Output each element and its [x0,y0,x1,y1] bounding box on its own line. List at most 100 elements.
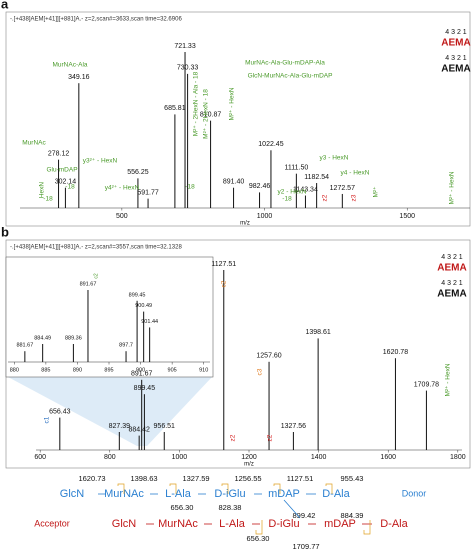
peak-label: 302.14 [55,179,77,186]
annotation: MurNAc-Ala-Glu-mDAP-Ala [245,60,325,67]
residue-legend: 4 3 2 1 AEMA 4 3 2 1 AEMA 4 3 2 1 AEMA 4… [437,29,470,300]
annotation: -18 [65,184,75,191]
residue: MurNAc [158,518,198,530]
mass-label: 656.30 [247,534,270,543]
peak-label: 1272.57 [330,185,355,192]
x-tick-label: 1000 [172,454,188,461]
peak-label: 349.16 [68,74,90,81]
x-tick-label: 910 [199,367,208,373]
peak-label: 1398.61 [305,329,330,336]
mass-label: 1620.73 [78,474,105,483]
residue: mDAP [268,488,300,500]
peak-label: 901.44 [141,319,158,325]
peak-label: 1709.78 [414,381,439,388]
mass-label: 1709.77 [292,542,319,551]
annotation: M²⁺ - HexN [229,87,236,120]
x-tick-label: 890 [73,367,82,373]
x-tick-label: 900 [136,367,145,373]
x-tick-label: 1600 [380,454,396,461]
peak-label: 810.87 [200,111,222,118]
peak-label: 891.67 [80,281,97,287]
spectrum-header: -.[+438]AEM[+41]][+881]A.- z=2,scan#=363… [10,17,182,23]
cleavage-bracket [255,520,263,535]
crosslink [283,499,301,519]
mass-label: 899.42 [293,511,316,520]
zoom-wedge [8,377,212,446]
mass-label: 1398.63 [130,474,157,483]
peak-label: 900.49 [135,303,152,309]
panel-frame [5,11,471,227]
mass-label: 955.43 [341,474,364,483]
cleavage-bracket [325,483,333,494]
annotation: z3 [351,194,358,201]
residue: D-iGlu [214,488,245,500]
peak-label: 899.45 [134,385,156,392]
peak-label: 591.77 [137,189,159,196]
panel-label: a [1,0,9,11]
peak-label: 1127.51 [211,261,236,268]
peak-label: 1182.54 [304,174,329,181]
peak-label: 1327.56 [281,423,306,430]
annotation: c2 [93,273,99,279]
residue: L-Ala [165,488,192,500]
residue: GlcN [112,518,137,530]
x-tick-label: 880 [10,367,19,373]
inset-frame [5,256,214,378]
x-tick-label: 600 [34,454,46,461]
cleavage-bracket [221,483,229,494]
peak-label: 899.45 [129,292,146,298]
peak-label: 1111.50 [284,165,308,172]
peak-label: 891.67 [131,371,153,378]
mass-label: 884.39 [341,511,364,520]
x-tick-label: 895 [104,367,113,373]
peak-label: 956.51 [154,423,176,430]
peak-label: 730.33 [177,65,199,72]
residue: D-Ala [322,488,350,500]
annotation: -18 [282,196,292,203]
annotation: Glu-mDAP [46,167,77,174]
mass-label: 1327.59 [182,474,209,483]
peak-label: 721.33 [174,43,196,50]
x-tick-label: 1800 [450,454,466,461]
annotation: z2 [267,434,274,441]
annotation: z2 [230,434,237,441]
residue: D-iGlu [268,518,299,530]
residue: mDAP [324,518,356,530]
annotation: M²⁺ - 2HexN - Ala - 18 [193,71,200,136]
annotation: y3 - HexN [320,155,349,162]
x-axis-label: m/z [240,221,250,227]
annotation: M²⁺ - 2HexN - 18 [203,89,210,139]
cleavage-bracket [363,520,371,535]
annotation: -18 [185,184,195,191]
peak-label: 1257.60 [256,353,281,360]
x-tick-label: 1500 [399,213,415,220]
legend-positions: 4 3 2 1 [441,280,463,287]
peak-label: 656.43 [49,408,71,415]
x-tick-label: 885 [41,367,50,373]
annotation: z2 [322,194,329,201]
annotation: M²⁺ - HexN [449,171,456,204]
residue: L-Ala [219,518,246,530]
mass-label: 656.30 [171,503,194,512]
legend-positions: 4 3 2 1 [441,254,463,261]
annotation: -18 [43,196,53,203]
peak-label: 897.7 [119,343,133,349]
legend-residues: AEMA [437,289,466,300]
legend-positions: 4 3 2 1 [445,29,467,36]
peak-label: 1022.45 [258,141,283,148]
annotation: y4²⁺ - HexN [105,185,140,192]
peak-label: 982.46 [249,183,271,190]
annotation: c3 [257,368,264,375]
peak-label: 884.42 [128,426,150,433]
panel-label: b [1,224,9,239]
residue: D-Ala [380,518,408,530]
annotation: MurNAc-Ala [52,62,87,69]
residue: GlcN [60,488,85,500]
donor-label: Donor [402,488,427,498]
spectrum-header: -.[+438]AEM[+41]][+881]A.- z=2,scan#=355… [10,245,182,251]
cleavage-bracket [273,483,281,494]
annotation: y3²⁺ - HexN [83,158,118,165]
legend-residues: AEMA [441,64,470,75]
x-tick-label: 1000 [257,213,273,220]
annotation: M²⁺ - HexN [445,363,452,396]
